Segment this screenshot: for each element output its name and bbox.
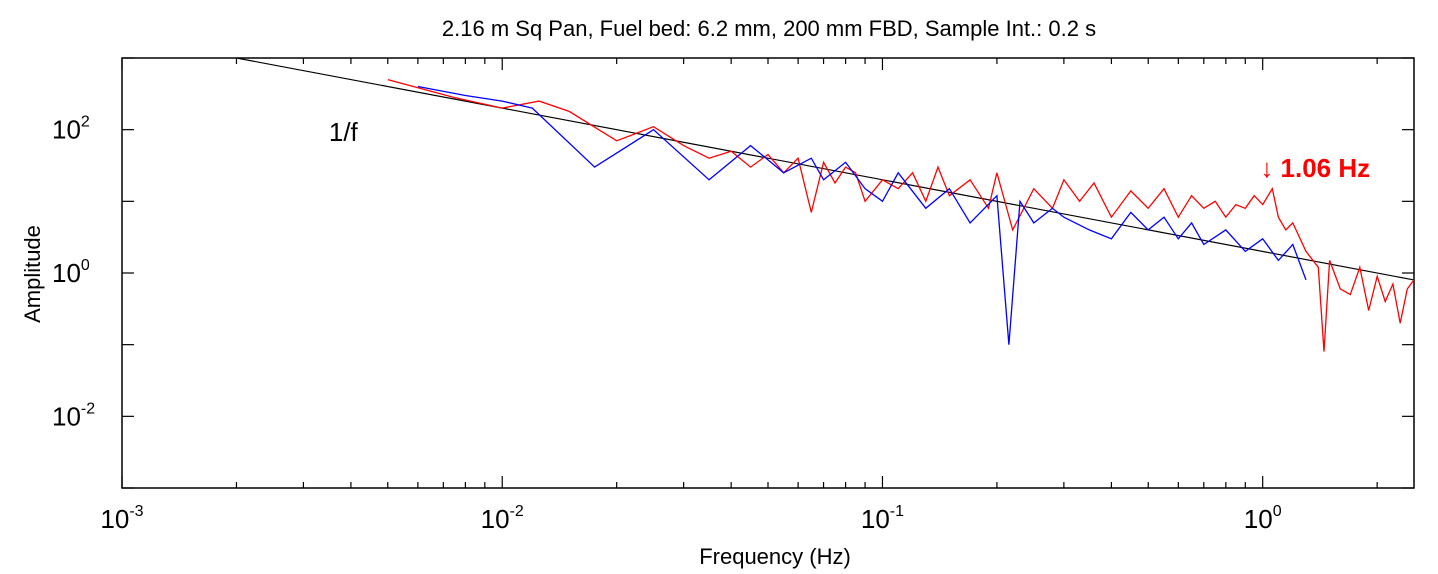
y-tick-label: 100 bbox=[52, 257, 90, 288]
x-tick-label: 10-3 bbox=[100, 503, 143, 534]
chart-title: 2.16 m Sq Pan, Fuel bed: 6.2 mm, 200 mm … bbox=[442, 16, 1096, 41]
x-axis-label: Frequency (Hz) bbox=[699, 544, 851, 569]
annotation-1-over-f: 1/f bbox=[329, 117, 359, 147]
y-tick-label: 10-2 bbox=[52, 400, 95, 431]
y-axis-label: Amplitude bbox=[20, 225, 45, 323]
y-tick-label: 102 bbox=[52, 114, 90, 145]
plot-frame bbox=[121, 57, 1415, 489]
x-tick-label: 100 bbox=[1244, 503, 1282, 534]
annotation-peak-frequency: ↓ 1.06 Hz bbox=[1260, 153, 1370, 183]
reference-line-1-over-f bbox=[236, 58, 1414, 281]
x-tick-label: 10-2 bbox=[481, 503, 524, 534]
x-tick-label: 10-1 bbox=[861, 503, 904, 534]
series-line-1 bbox=[387, 78, 1414, 352]
series-line-2 bbox=[417, 85, 1307, 345]
plot-area: 10-3 10-2 10-1 100 102 100 10-2 1/f ↓ 1.06 Hz bbox=[52, 57, 1415, 534]
